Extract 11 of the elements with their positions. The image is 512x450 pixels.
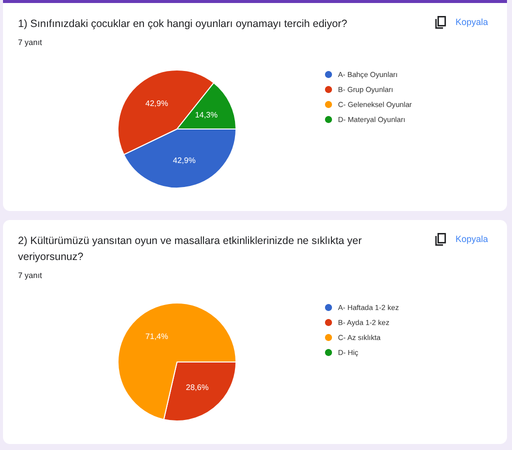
data-label: 42,9% <box>145 99 168 108</box>
data-label: 14,3% <box>194 110 218 120</box>
text: 7 yanıt <box>18 37 42 49</box>
data-label: 42,9% <box>172 156 196 166</box>
chart-title: 2) Kültürümüzü yansıtan oyun ve masallara etkinliklerinizde ne sıklıkta yer veriyorsunuz? <box>18 234 363 265</box>
text: 7 yanıt <box>18 270 42 282</box>
data-label: 28,6% <box>186 382 209 392</box>
text: Kopyala <box>455 16 488 29</box>
chart-title: 1) Sınıfınızdaki çocuklar en çok hangi oyunları oynamayı tercih ediyor? <box>18 17 348 32</box>
text: Kopyala <box>455 233 488 246</box>
data-label: 71,4% <box>145 332 168 342</box>
